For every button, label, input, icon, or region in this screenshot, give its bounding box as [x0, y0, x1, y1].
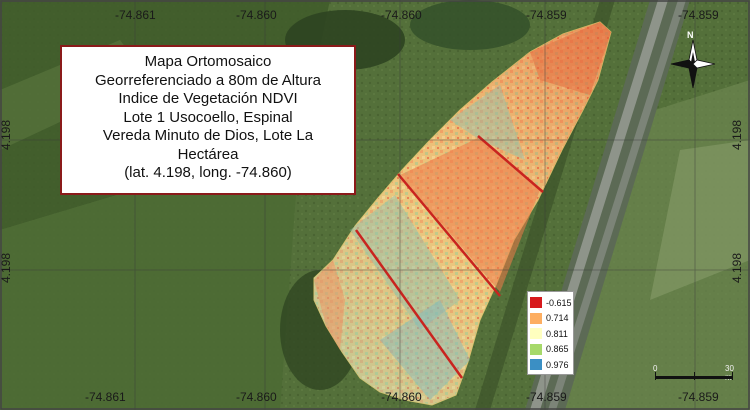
coord-bottom-5: -74.859 [678, 390, 719, 404]
ndvi-legend: -0.615 0.714 0.811 0.865 0.976 [527, 291, 574, 375]
north-arrow-icon: N [668, 30, 718, 92]
legend-item-2: 0.714 [530, 311, 571, 327]
coord-top-2: -74.860 [236, 8, 277, 22]
legend-swatch [530, 343, 542, 355]
coord-bottom-3: -74.860 [381, 390, 422, 404]
legend-label: 0.714 [546, 313, 569, 324]
coord-bottom-4: -74.859 [526, 390, 567, 404]
coord-bottom-1: -74.861 [85, 390, 126, 404]
coord-top-5: -74.859 [678, 8, 719, 22]
legend-swatch [530, 359, 542, 371]
north-label: N [687, 30, 694, 40]
title-line-1: Mapa Ortomosaico [144, 53, 272, 70]
map-title-box: Mapa Ortomosaico Georreferenciado a 80m … [60, 45, 356, 195]
scale-start-label: 0 [653, 364, 658, 373]
coord-left-2: 4.198 [0, 252, 14, 284]
title-line-7: (lat. 4.198, long. -74.860) [124, 164, 292, 181]
scale-bar: 0 30 m [653, 362, 734, 386]
title-line-5: Vereda Minuto de Dios, Lote La [102, 127, 314, 144]
legend-item-4: 0.865 [530, 342, 571, 358]
coord-bottom-2: -74.860 [236, 390, 277, 404]
legend-label: 0.976 [546, 359, 569, 370]
coord-top-4: -74.859 [526, 8, 567, 22]
coord-right-1: 4.198 [730, 119, 745, 151]
legend-item-5: 0.976 [530, 357, 571, 373]
legend-swatch [530, 297, 542, 309]
coord-left-1: 4.198 [0, 119, 14, 151]
legend-label: -0.615 [546, 297, 572, 308]
scale-tick [694, 372, 695, 380]
legend-swatch [530, 312, 542, 324]
coord-top-1: -74.861 [115, 8, 156, 22]
coord-top-3: -74.860 [381, 8, 422, 22]
legend-item-3: 0.811 [530, 326, 571, 342]
title-line-6: Hectárea [177, 145, 239, 163]
title-line-3: Indice de Vegetación NDVI [118, 90, 298, 107]
coord-right-2: 4.198 [730, 252, 745, 284]
title-line-4: Lote 1 Usocoello, Espinal [123, 108, 293, 126]
legend-label: 0.865 [546, 344, 569, 355]
scale-tick [732, 372, 733, 380]
legend-swatch [530, 328, 542, 340]
legend-item-1: -0.615 [530, 295, 572, 311]
legend-label: 0.811 [546, 328, 568, 339]
scale-tick [655, 372, 656, 380]
title-line-2: Georreferenciado a 80m de Altura [95, 71, 321, 89]
